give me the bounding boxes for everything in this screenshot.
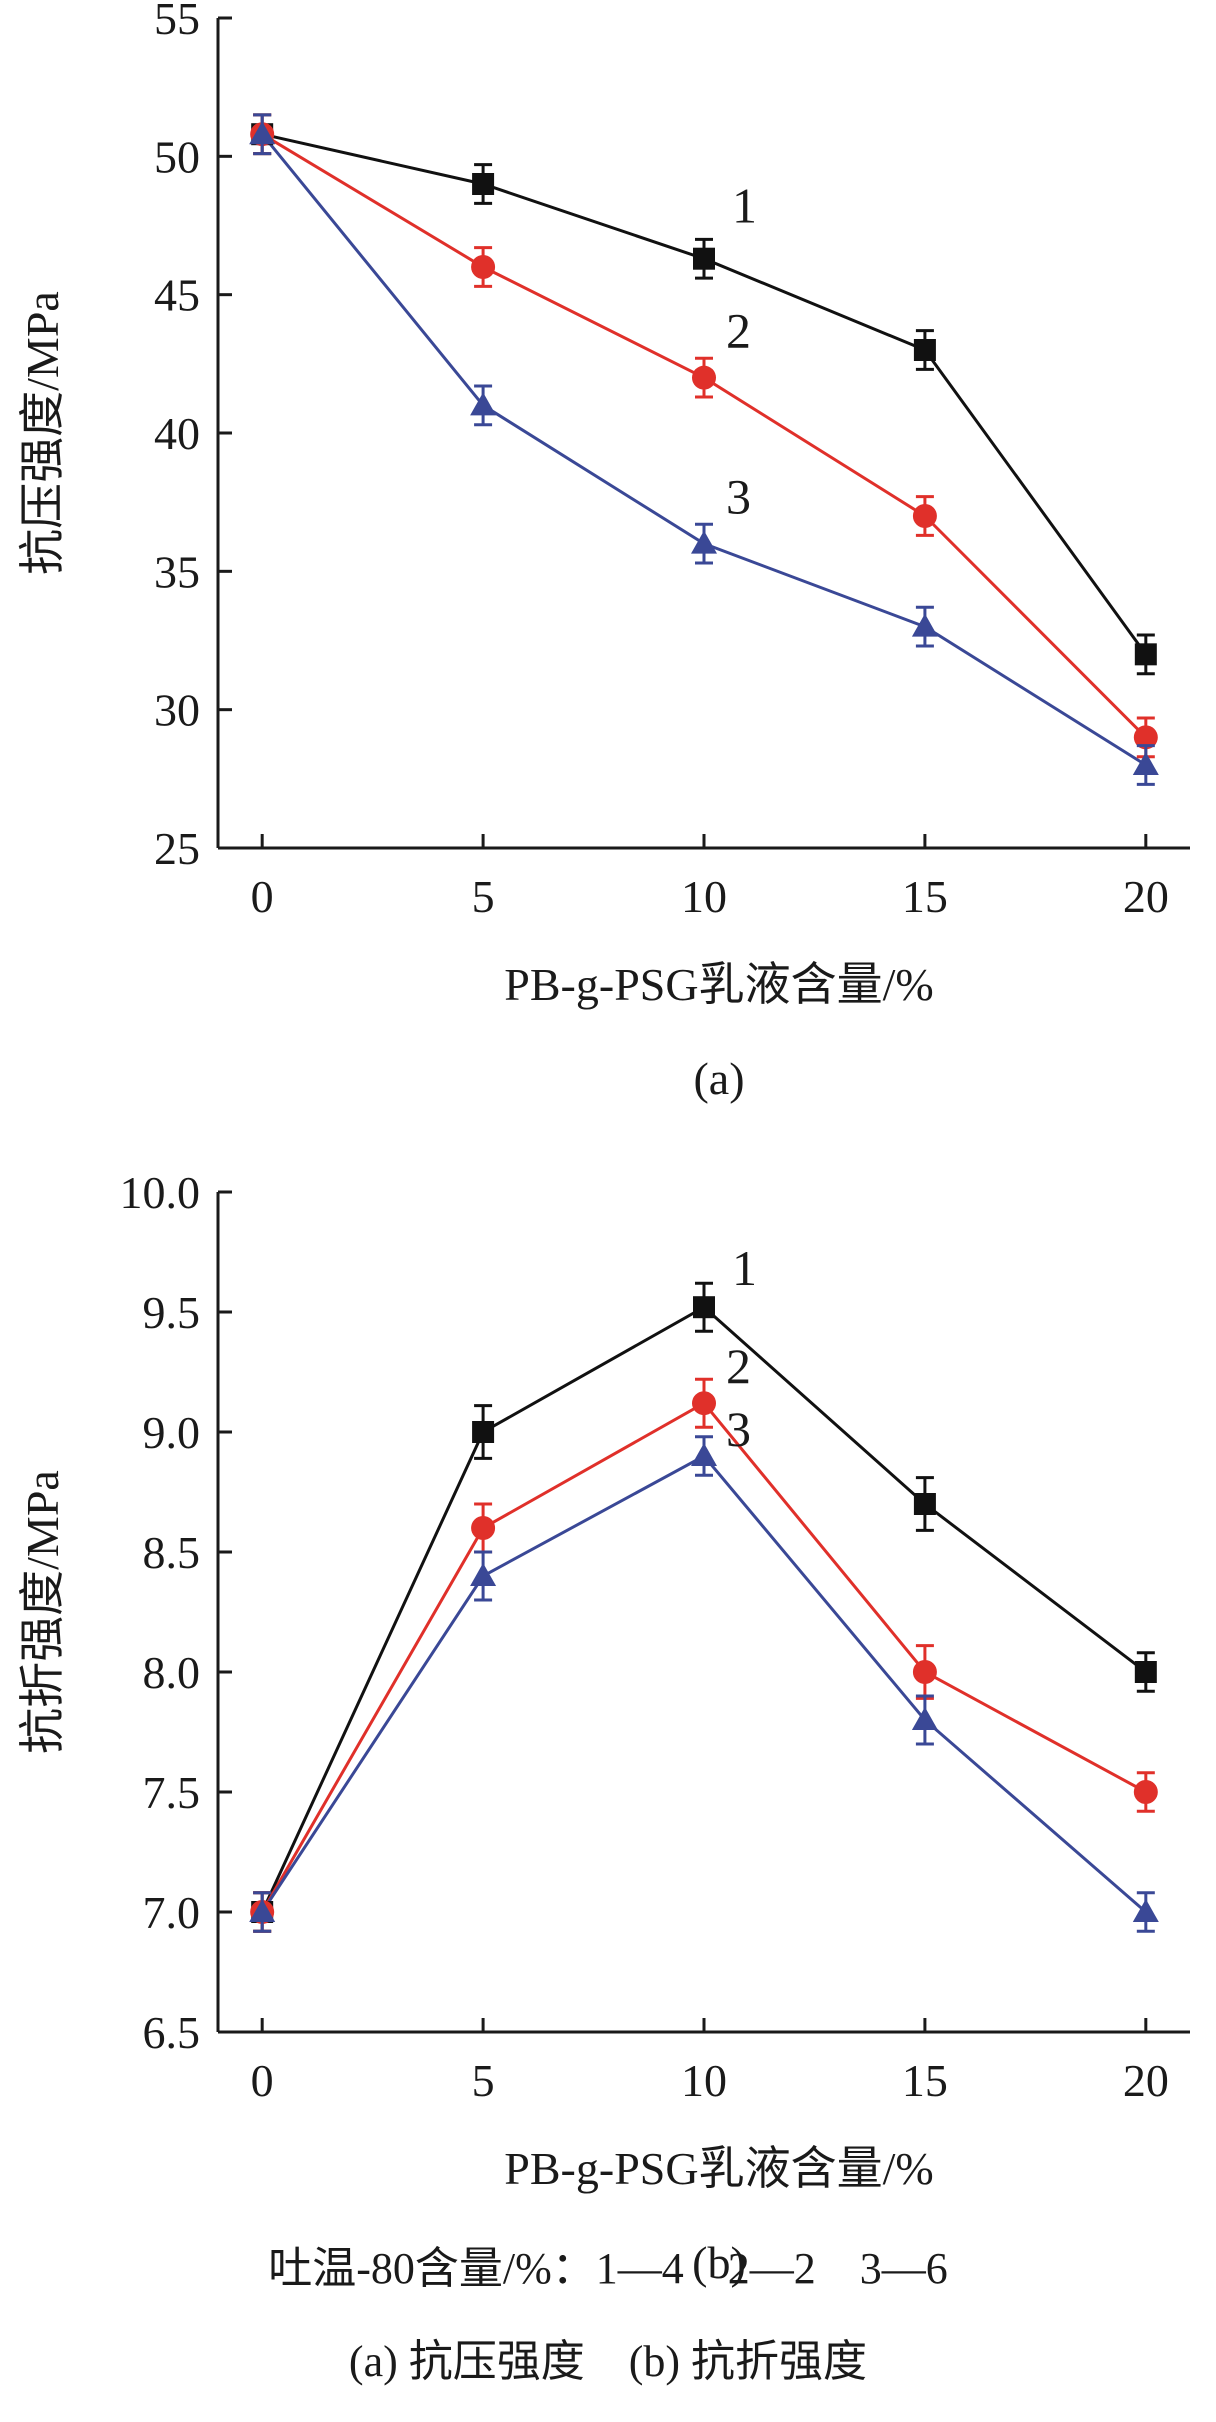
data-point-series-3	[470, 1563, 497, 1586]
y-tick-label: 45	[154, 270, 200, 321]
data-point-series-2	[692, 1391, 716, 1416]
x-tick-label: 0	[251, 871, 274, 922]
x-tick-label: 5	[472, 2055, 495, 2106]
data-point-series-3	[911, 1707, 938, 1730]
data-point-series-3	[911, 613, 938, 637]
data-point-series-2	[912, 1660, 937, 1684]
data-point-series-1	[693, 1296, 715, 1319]
y-tick-label: 8.0	[143, 1647, 201, 1698]
x-axis-label: PB-g-PSG乳液含量/%	[504, 2143, 933, 2194]
series-label-2: 2	[726, 303, 751, 359]
data-point-series-2	[1133, 725, 1158, 750]
data-point-series-2	[692, 365, 716, 390]
y-tick-label: 30	[154, 685, 200, 736]
series-label-3: 3	[726, 469, 751, 525]
x-tick-label: 15	[902, 2055, 948, 2106]
data-point-series-3	[691, 530, 717, 554]
data-point-series-3	[249, 1899, 276, 1922]
data-point-series-3	[249, 121, 276, 145]
panel-label: (a)	[693, 1053, 744, 1104]
data-point-series-1	[1134, 1661, 1157, 1683]
y-tick-label: 10.0	[120, 1167, 201, 1218]
x-tick-label: 10	[681, 871, 727, 922]
x-tick-label: 20	[1123, 871, 1169, 922]
x-tick-label: 0	[251, 2055, 274, 2106]
data-point-series-1	[913, 339, 936, 361]
panel-label: (b)	[692, 2237, 746, 2288]
data-point-series-1	[1134, 643, 1157, 666]
chart-panel-b: 6.5 7.0 7.5 8.0 8.5 9.0 9.5 10.0 0 5 10 15 20 PB-g-PS…	[17, 1167, 1190, 2288]
y-tick-label: 55	[154, 0, 200, 44]
y-axis-label: 抗折强度/MPa	[17, 1470, 68, 1754]
data-point-series-3	[1132, 1899, 1159, 1922]
y-tick-label: 9.0	[143, 1407, 201, 1458]
chart-panel-a: 25 30 35 40 45 50 55 0 5 10 15 20 PB-g-PSG乳液含量/% 抗压强度…	[17, 0, 1190, 1104]
x-tick-label: 5	[472, 871, 495, 922]
data-point-series-2	[471, 1516, 496, 1540]
data-point-series-3	[470, 392, 497, 416]
series-label-3: 3	[726, 1401, 751, 1457]
data-point-series-3	[1132, 752, 1159, 775]
data-point-series-3	[691, 1443, 717, 1466]
series-label-1: 1	[732, 178, 757, 234]
y-tick-label: 7.0	[143, 1887, 201, 1938]
legend-caption: 吐温-80含量/%：1—4 2—2 3—6	[268, 2244, 948, 2293]
y-tick-label: 9.5	[143, 1287, 201, 1338]
data-point-series-2	[912, 504, 937, 528]
x-tick-label: 10	[681, 2055, 727, 2106]
x-tick-label: 20	[1123, 2055, 1169, 2106]
data-point-series-2	[471, 255, 496, 279]
figure-caption: (a) 抗压强度 (b) 抗折强度	[348, 2337, 868, 2386]
y-tick-label: 8.5	[143, 1527, 201, 1578]
y-axis-label: 抗压强度/MPa	[17, 291, 68, 575]
series-label-2: 2	[726, 1338, 751, 1394]
y-tick-label: 50	[154, 131, 200, 182]
series-label-1: 1	[732, 1240, 757, 1296]
series-line-2	[261, 132, 1147, 739]
y-tick-label: 25	[154, 823, 200, 874]
y-tick-label: 6.5	[143, 2007, 201, 2058]
x-axis-label: PB-g-PSG乳液含量/%	[504, 959, 933, 1010]
data-point-series-1	[472, 1421, 495, 1443]
y-tick-label: 35	[154, 546, 200, 597]
data-point-series-1	[913, 1493, 936, 1515]
series-line-2	[260, 1401, 1147, 1913]
y-tick-label: 40	[154, 408, 200, 459]
y-tick-label: 7.5	[143, 1767, 201, 1818]
data-point-series-1	[693, 247, 715, 270]
series-line-3	[261, 133, 1147, 767]
data-point-series-1	[472, 173, 495, 195]
data-point-series-2	[1133, 1780, 1158, 1804]
x-tick-label: 15	[902, 871, 948, 922]
